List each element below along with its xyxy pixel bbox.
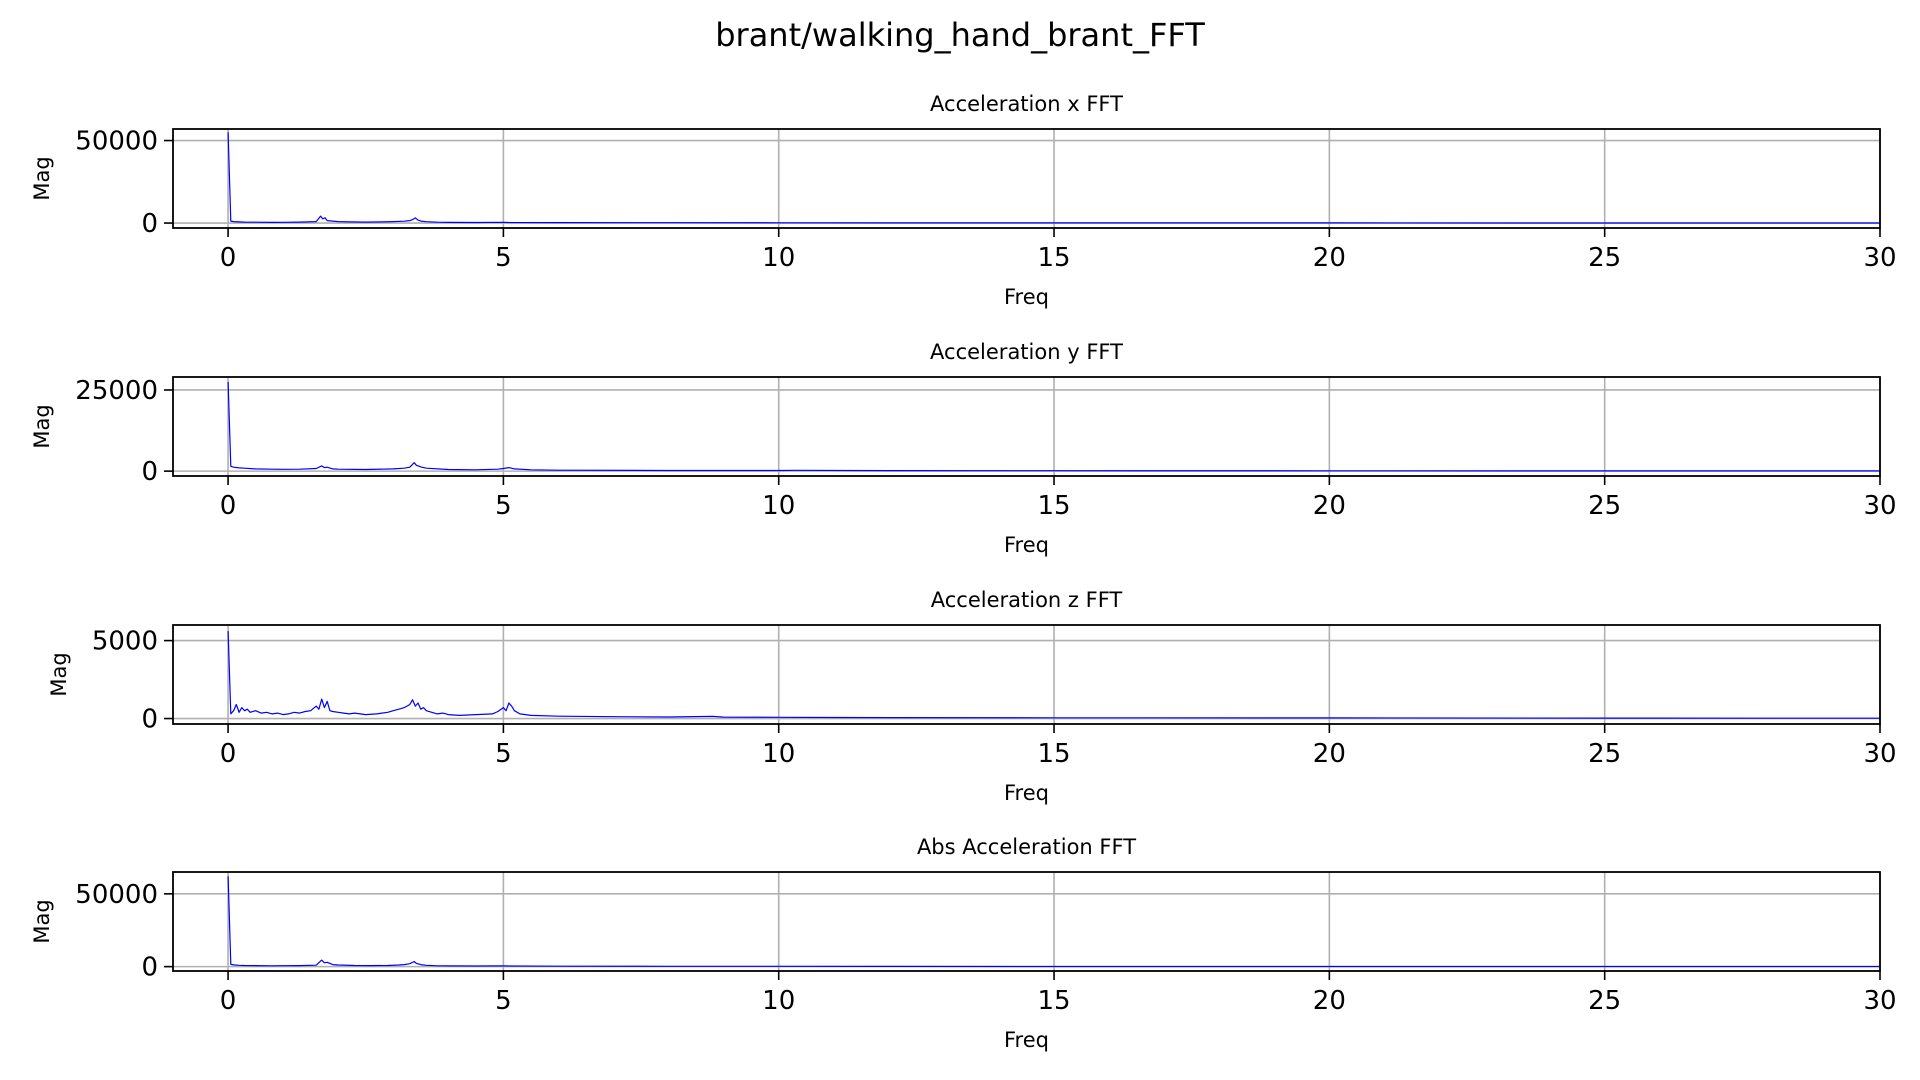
x-tick-label: 25 — [1588, 491, 1621, 521]
subplot-title: Acceleration y FFT — [930, 340, 1123, 364]
x-tick-label: 5 — [495, 243, 512, 273]
x-tick-label: 20 — [1313, 491, 1346, 521]
series-line-1 — [227, 631, 1881, 719]
series-line-1 — [227, 132, 1880, 224]
axes-frame — [172, 376, 1881, 477]
y-axis-label: Mag — [30, 156, 54, 200]
x-tick-label: 5 — [495, 986, 512, 1016]
x-tick-label: 10 — [762, 491, 795, 521]
x-tick-label: 15 — [1037, 739, 1070, 769]
x-tick-label: 5 — [495, 739, 512, 769]
axes-frame — [172, 871, 1881, 972]
y-tick-label: 0 — [141, 953, 158, 983]
y-axis-label: Mag — [47, 652, 71, 696]
subplot-2: 0 5 10 15 20 25 30 0 25000 Acceleration y FFT Freq… — [30, 340, 1897, 557]
x-tick-label: 15 — [1037, 491, 1070, 521]
x-tick-label: 0 — [220, 243, 237, 273]
y-tick-label: 5000 — [92, 627, 158, 657]
x-tick-label: 15 — [1037, 986, 1070, 1016]
x-tick-label: 20 — [1313, 243, 1346, 273]
x-tick-label: 30 — [1863, 739, 1896, 769]
x-tick-label: 30 — [1863, 243, 1896, 273]
x-tick-label: 15 — [1037, 243, 1070, 273]
subplot-title: Acceleration x FFT — [930, 92, 1123, 116]
y-tick-label: 50000 — [75, 880, 158, 910]
x-tick-label: 10 — [762, 243, 795, 273]
x-axis-label: Freq — [1004, 1028, 1049, 1052]
subplot-title: Acceleration z FFT — [931, 588, 1123, 612]
subplot-3: 0 5 10 15 20 25 30 0 5000 Acceleration z FFT Freq M… — [47, 588, 1897, 805]
y-tick-label: 0 — [141, 705, 158, 735]
y-axis-label: Mag — [30, 899, 54, 943]
x-axis-label: Freq — [1004, 533, 1049, 557]
axes-frame — [172, 128, 1881, 229]
axes-frame — [172, 624, 1881, 725]
x-tick-label: 25 — [1588, 243, 1621, 273]
subplot-1: 0 5 10 15 20 25 30 0 50000 Acceleration x FFT Freq… — [30, 92, 1897, 309]
y-axis-label: Mag — [30, 404, 54, 448]
x-axis-label: Freq — [1004, 285, 1049, 309]
x-tick-label: 30 — [1863, 986, 1896, 1016]
x-tick-label: 0 — [220, 491, 237, 521]
x-tick-label: 30 — [1863, 491, 1896, 521]
x-tick-label: 0 — [220, 986, 237, 1016]
y-tick-label: 0 — [141, 209, 158, 239]
x-tick-label: 25 — [1588, 739, 1621, 769]
subplot-4: 0 5 10 15 20 25 30 0 50000 Abs Acceleration FFT Fr… — [30, 835, 1897, 1052]
series-line-1 — [227, 876, 1880, 968]
figure-suptitle: brant/walking_hand_brant_FFT — [715, 16, 1205, 54]
subplot-title: Abs Acceleration FFT — [917, 835, 1136, 859]
x-tick-label: 5 — [495, 491, 512, 521]
x-tick-label: 20 — [1313, 986, 1346, 1016]
x-axis-label: Freq — [1004, 781, 1049, 805]
series-line-1 — [227, 381, 1880, 472]
x-tick-label: 25 — [1588, 986, 1621, 1016]
x-tick-label: 0 — [220, 739, 237, 769]
x-tick-label: 10 — [762, 986, 795, 1016]
x-tick-label: 20 — [1313, 739, 1346, 769]
y-tick-label: 50000 — [75, 127, 158, 157]
y-tick-label: 25000 — [75, 376, 158, 406]
y-tick-label: 0 — [141, 457, 158, 487]
x-tick-label: 10 — [762, 739, 795, 769]
